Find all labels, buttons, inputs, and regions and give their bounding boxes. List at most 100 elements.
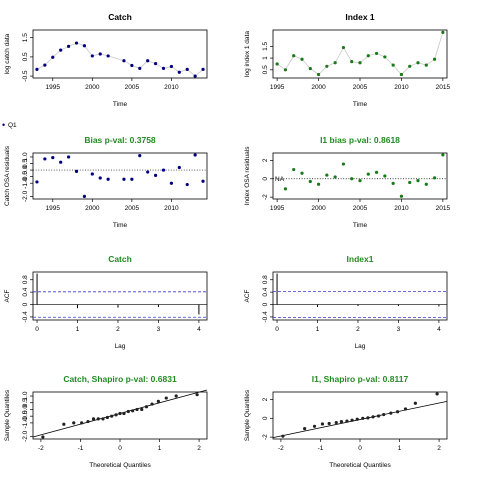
plot-frame <box>272 152 448 200</box>
y-tick-label: 1.5 <box>262 41 269 50</box>
data-point <box>185 67 189 71</box>
data-point <box>201 179 205 183</box>
data-point <box>416 179 420 183</box>
data-point <box>283 187 288 191</box>
na-label: NA <box>275 176 285 183</box>
panel-title: Index1 <box>347 254 374 264</box>
x-tick-label: 2005 <box>125 205 140 212</box>
x-tick-label: 3 <box>157 326 161 333</box>
x-tick-label: 1995 <box>270 205 285 212</box>
data-point <box>391 63 395 67</box>
data-point <box>140 407 144 412</box>
data-point <box>432 57 437 61</box>
data-point <box>35 180 39 184</box>
panel-title: Bias p-val: 0.3758 <box>84 135 156 145</box>
data-point <box>281 434 285 438</box>
data-point <box>341 162 346 166</box>
x-tick-label: 1995 <box>270 84 285 91</box>
x-tick-label: 2015 <box>436 205 451 212</box>
y-tick-label: 2 <box>262 397 269 401</box>
plot-frame <box>32 271 208 321</box>
x-tick-label: 2010 <box>164 84 179 91</box>
y-axis-label: log catch data <box>4 33 11 74</box>
data-point <box>327 421 331 426</box>
data-point <box>275 62 279 66</box>
y-tick-label: -2.0 <box>22 190 29 202</box>
data-point <box>193 153 197 157</box>
x-tick-label: 2010 <box>394 205 409 212</box>
x-axis-label: Lag <box>355 343 366 350</box>
data-point <box>308 67 312 71</box>
x-tick-label: 1 <box>316 326 320 333</box>
series-line <box>36 42 204 77</box>
data-point <box>114 413 118 417</box>
data-point <box>358 179 362 183</box>
data-point <box>150 402 154 406</box>
x-tick-label: -1 <box>318 445 324 452</box>
data-point <box>424 63 428 67</box>
x-tick-label: 0 <box>275 326 279 333</box>
data-point <box>80 421 84 425</box>
y-axis-label: ACF <box>4 289 11 302</box>
data-point <box>185 182 189 187</box>
y-tick-label: 0.4 <box>262 287 269 296</box>
data-point <box>316 182 321 186</box>
y-axis-label: log index 1 data <box>244 31 251 77</box>
data-point <box>41 435 45 439</box>
data-point <box>345 419 349 423</box>
y-tick-label: 1.0 <box>22 391 29 400</box>
data-point <box>90 172 94 176</box>
data-point <box>358 61 362 65</box>
data-point <box>382 412 386 417</box>
x-axis-label: Theoretical Quantiles <box>89 462 151 469</box>
data-point <box>86 419 90 424</box>
y-tick-label: -0.5 <box>22 70 29 82</box>
data-point <box>62 422 66 426</box>
data-point <box>383 55 387 59</box>
data-point <box>122 59 126 63</box>
data-point <box>339 420 344 424</box>
data-point <box>66 155 71 159</box>
panel-title: Catch, Shapiro p-val: 0.6831 <box>63 374 177 384</box>
data-point <box>177 70 181 74</box>
legend: • Q1 <box>2 120 17 130</box>
y-tick-label: -1.0 <box>22 417 29 429</box>
y-tick-label: -0.5 <box>22 410 29 422</box>
panel-title: Catch <box>108 254 132 264</box>
data-point <box>174 394 178 398</box>
panel-index_osa: I1 bias p-val: 0.8618 1995 2000 2005 2010 201… <box>244 135 450 229</box>
data-point <box>325 173 329 177</box>
data-point <box>74 169 79 173</box>
panel-title: Index 1 <box>345 12 375 22</box>
data-point <box>366 416 370 420</box>
data-point <box>98 176 102 180</box>
x-tick-label: 1 <box>76 326 80 333</box>
data-point <box>312 424 317 428</box>
y-tick-label: 0.5 <box>262 65 269 74</box>
data-point <box>82 44 87 48</box>
data-point <box>144 405 149 409</box>
y-axis-label: Sample Quantiles <box>4 389 11 441</box>
data-point <box>153 173 158 177</box>
y-tick-label: 1.5 <box>22 33 29 42</box>
y-tick-label: 0 <box>262 416 269 420</box>
data-point <box>361 416 365 420</box>
panel-catch_acf: Catch 0 1 2 3 4 -0.4 0 0.4 0.8 Lag ACF <box>4 254 208 350</box>
y-tick-label: 0.0 <box>22 405 29 414</box>
data-point <box>118 411 122 416</box>
x-axis-label: Theoretical Quantiles <box>329 462 391 469</box>
plot-frame <box>272 29 448 79</box>
data-point <box>333 61 337 65</box>
x-tick-label: 1 <box>158 445 162 452</box>
x-tick-label: 2 <box>116 326 120 333</box>
data-point <box>135 407 139 412</box>
x-tick-label: 2015 <box>436 84 451 91</box>
data-point <box>72 421 76 425</box>
data-point <box>413 401 417 405</box>
data-point <box>59 48 63 52</box>
x-axis-label: Time <box>113 101 128 108</box>
y-tick-label: 1.0 <box>22 152 29 161</box>
data-point <box>350 60 354 64</box>
data-point <box>366 54 370 58</box>
